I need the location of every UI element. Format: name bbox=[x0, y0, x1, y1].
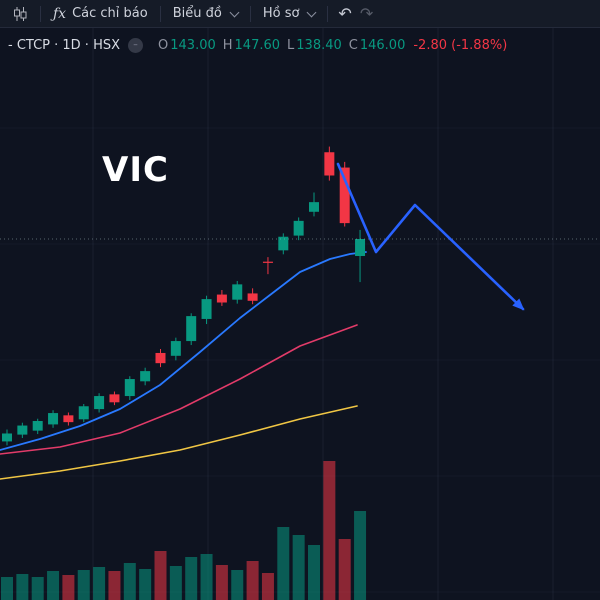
volume-bar[interactable] bbox=[139, 569, 152, 600]
indicators-button[interactable]: ƒx Các chỉ báo bbox=[45, 3, 156, 25]
fx-icon: ƒx bbox=[53, 5, 67, 22]
candle[interactable] bbox=[355, 229, 366, 283]
candle[interactable] bbox=[2, 429, 12, 446]
toolbar-divider bbox=[249, 5, 251, 22]
low-label: L bbox=[287, 38, 295, 53]
chart-style-button[interactable] bbox=[4, 3, 36, 25]
volume-bar[interactable] bbox=[31, 577, 44, 600]
candle[interactable] bbox=[247, 288, 258, 305]
candle[interactable] bbox=[170, 337, 181, 361]
trend-arrow-drawing[interactable] bbox=[336, 162, 525, 311]
volume-bar[interactable] bbox=[123, 563, 136, 600]
candle[interactable] bbox=[32, 418, 43, 435]
low-value: 138.40 bbox=[296, 38, 342, 53]
volume-bar[interactable] bbox=[154, 551, 167, 600]
toolbar-divider bbox=[327, 5, 329, 22]
candle[interactable] bbox=[339, 161, 350, 227]
toolbar-divider bbox=[159, 5, 161, 22]
volume-bar[interactable] bbox=[246, 561, 259, 600]
volume-bar[interactable] bbox=[108, 571, 121, 600]
volume-bar[interactable] bbox=[308, 545, 320, 600]
open-value: 143.00 bbox=[170, 38, 216, 53]
volume-bar[interactable] bbox=[200, 554, 213, 600]
candle[interactable] bbox=[201, 295, 212, 325]
volume-bar[interactable] bbox=[292, 535, 305, 600]
volume-bar[interactable] bbox=[277, 527, 290, 600]
volume-bar[interactable] bbox=[231, 570, 244, 600]
chart-menu-label: Biểu đồ bbox=[172, 6, 222, 21]
candle[interactable] bbox=[140, 367, 151, 386]
candle[interactable] bbox=[293, 217, 304, 241]
candle[interactable] bbox=[216, 290, 227, 306]
candle[interactable] bbox=[262, 257, 273, 275]
chart-menu-button[interactable]: Biểu đồ bbox=[165, 3, 246, 24]
close-label: C bbox=[348, 38, 358, 53]
symbol-info-bar: - CTCP · 1D · HSX – O 143.00 H 147.60 L … bbox=[8, 38, 507, 53]
change-value: -2.80 (-1.88%) bbox=[413, 38, 508, 53]
candle[interactable] bbox=[94, 393, 105, 413]
top-toolbar: ƒx Các chỉ báo Biểu đồ Hồ sơ ↶ ↷ bbox=[0, 0, 600, 28]
candle[interactable] bbox=[155, 348, 166, 368]
volume-bar[interactable] bbox=[185, 557, 198, 600]
volume-bar[interactable] bbox=[323, 461, 336, 600]
ma-line-mid[interactable] bbox=[0, 324, 358, 455]
price-chart[interactable] bbox=[0, 28, 600, 600]
candle[interactable] bbox=[186, 313, 197, 346]
candle[interactable] bbox=[78, 403, 89, 423]
chart-area[interactable]: - CTCP · 1D · HSX – O 143.00 H 147.60 L … bbox=[0, 28, 600, 600]
volume-bar[interactable] bbox=[62, 575, 75, 600]
volume-bar[interactable] bbox=[93, 567, 106, 600]
indicators-label: Các chỉ báo bbox=[72, 6, 148, 21]
candle[interactable] bbox=[48, 410, 59, 428]
open-label: O bbox=[158, 38, 169, 53]
volume-bar[interactable] bbox=[1, 577, 13, 600]
high-label: H bbox=[222, 38, 233, 53]
volume-bar[interactable] bbox=[16, 574, 29, 600]
undo-button[interactable]: ↶ bbox=[332, 2, 357, 25]
symbol-description[interactable]: - CTCP · 1D · HSX bbox=[8, 38, 121, 53]
profile-menu-button[interactable]: Hồ sơ bbox=[255, 3, 324, 24]
ma-line-slow[interactable] bbox=[0, 405, 358, 480]
volume-bar[interactable] bbox=[261, 573, 274, 600]
high-value: 147.60 bbox=[234, 38, 281, 53]
volume-bar[interactable] bbox=[77, 570, 90, 600]
chevron-down-icon bbox=[306, 7, 317, 17]
volume-bar[interactable] bbox=[338, 539, 351, 600]
candle[interactable] bbox=[309, 192, 319, 217]
volume-bar[interactable] bbox=[215, 565, 228, 600]
candle[interactable] bbox=[63, 412, 74, 426]
instrument-logo-icon[interactable]: – bbox=[128, 38, 144, 53]
volume-bar[interactable] bbox=[354, 511, 367, 600]
ma-line-fast[interactable] bbox=[0, 251, 367, 451]
ohlc-readout: O 143.00 H 147.60 L 138.40 C 146.00 -2.8… bbox=[151, 38, 507, 53]
close-value: 146.00 bbox=[359, 38, 406, 53]
volume-bar[interactable] bbox=[169, 566, 182, 600]
candle[interactable] bbox=[124, 376, 135, 401]
candle[interactable] bbox=[232, 280, 243, 304]
toolbar-divider bbox=[40, 5, 41, 22]
candle[interactable] bbox=[17, 422, 28, 439]
chevron-down-icon bbox=[229, 7, 240, 17]
candlestick-icon bbox=[14, 6, 27, 21]
candle[interactable] bbox=[278, 233, 289, 255]
profile-menu-label: Hồ sơ bbox=[262, 6, 300, 21]
candle[interactable] bbox=[324, 146, 335, 181]
candle[interactable] bbox=[109, 391, 120, 406]
text-drawing-annotation[interactable]: VIC bbox=[102, 150, 169, 190]
redo-button[interactable]: ↷ bbox=[359, 4, 374, 23]
volume-bar[interactable] bbox=[47, 571, 60, 600]
